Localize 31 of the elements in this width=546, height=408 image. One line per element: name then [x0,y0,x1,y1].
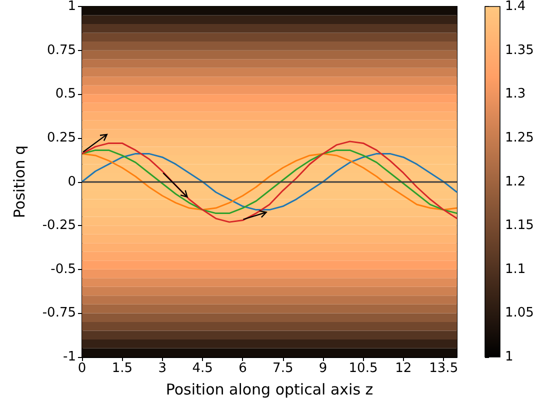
y-tick-label: 0.75 [47,42,76,58]
x-tick-label: 6 [238,361,247,376]
x-tick-label: 9 [318,361,328,376]
y-tick-label: -0.25 [42,218,76,234]
color-bar-label: 1.1 [505,262,526,277]
x-tick-label: 3 [158,361,166,376]
color-bar-label: 1.25 [505,130,534,146]
x-tick-label: 12 [395,361,412,376]
y-tick-label: 0.25 [47,130,76,146]
color-bar-label: 1.2 [505,174,526,190]
x-tick-label: 4.5 [192,361,213,376]
color-bar-label: 1.15 [505,218,534,234]
x-axis-title: Position along optical axis z [166,380,374,398]
color-bar-label: 1.05 [505,306,534,321]
x-tick-label: 0 [78,361,86,376]
color-bar-label: 1.4 [505,0,526,14]
y-tick-label: 0 [68,174,76,190]
y-tick-label: -0.5 [50,262,76,277]
x-tick-label: 13.5 [429,361,458,376]
x-tick-label: 7.5 [272,361,294,376]
color-bar-label: 1 [505,350,514,364]
y-tick-label: 1 [68,0,76,14]
y-tick-label: -0.75 [42,306,76,321]
color-bar-label: 1.35 [505,42,534,58]
color-bar-label: 1.3 [505,86,526,102]
y-axis-title: Position q [10,145,28,218]
y-tick-label: 0.5 [55,86,76,102]
line-series [81,140,458,223]
x-tick-label: 10.5 [348,361,378,376]
y-tick-label: -1 [63,350,76,364]
x-tick-label: 1.5 [112,361,133,376]
